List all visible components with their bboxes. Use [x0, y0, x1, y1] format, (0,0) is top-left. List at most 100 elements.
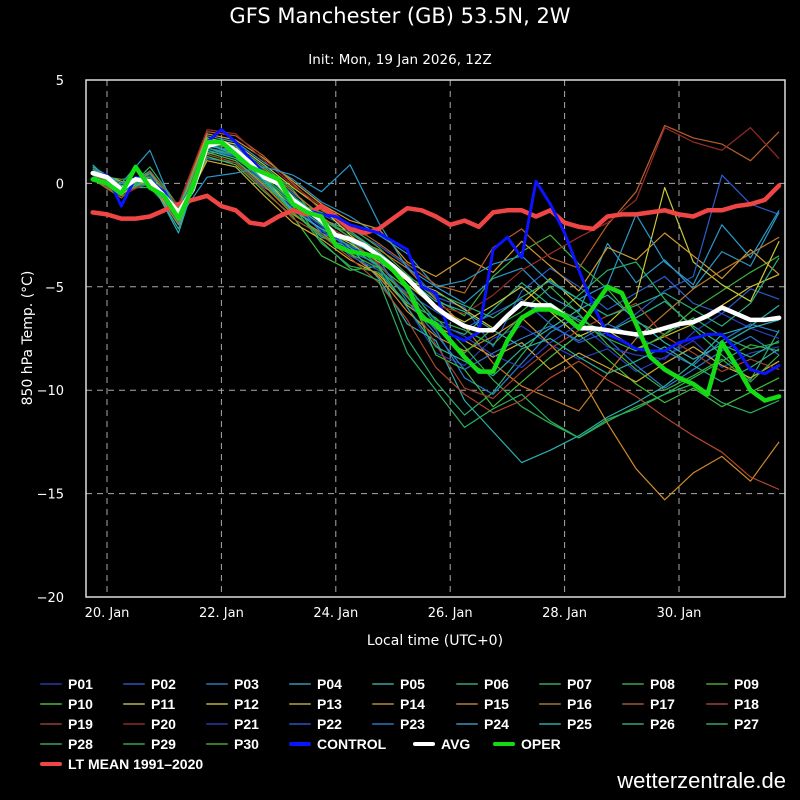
legend-item: CONTROL — [289, 735, 386, 753]
legend-item: P28 — [40, 735, 93, 753]
legend-label: P12 — [234, 696, 259, 712]
y-tick-label: −20 — [37, 591, 64, 606]
legend-swatch — [539, 723, 561, 725]
y-tick-label: 0 — [56, 177, 64, 192]
legend-swatch — [123, 703, 145, 705]
legend-item: OPER — [493, 735, 561, 753]
legend-label: P17 — [650, 696, 675, 712]
legend-item: P06 — [456, 675, 509, 693]
legend-label: P28 — [68, 736, 93, 752]
legend-item: P02 — [123, 675, 176, 693]
legend-swatch — [622, 703, 644, 705]
legend-swatch — [289, 703, 311, 705]
legend-label: P01 — [68, 676, 93, 692]
legend-label: P13 — [317, 696, 342, 712]
legend-item: P14 — [372, 695, 425, 713]
series-p18 — [92, 153, 780, 491]
legend-item: P29 — [123, 735, 176, 753]
legend-item: P11 — [123, 695, 175, 713]
legend-item: P20 — [123, 715, 176, 733]
legend-label: CONTROL — [317, 736, 387, 752]
legend-item: P12 — [206, 695, 259, 713]
legend-label: P09 — [734, 676, 759, 692]
legend-item: P10 — [40, 695, 93, 713]
legend-item: P23 — [372, 715, 425, 733]
legend-swatch — [289, 742, 311, 746]
legend-item: P30 — [206, 735, 259, 753]
x-tick-label: 30. Jan — [657, 606, 702, 621]
chart-title: GFS Manchester (GB) 53.5N, 2W — [229, 4, 571, 28]
legend-item: P08 — [622, 675, 675, 693]
legend-label: P02 — [151, 676, 176, 692]
legend-label: P04 — [317, 676, 342, 692]
legend-label: P08 — [650, 676, 675, 692]
y-tick-label: 5 — [56, 74, 64, 89]
legend-item: P25 — [539, 715, 592, 733]
legend-label: LT MEAN 1991–2020 — [68, 756, 204, 772]
legend-item: P18 — [706, 695, 759, 713]
legend-swatch — [622, 683, 644, 685]
legend-item: P19 — [40, 715, 93, 733]
legend-swatch — [40, 762, 62, 766]
legend-label: P24 — [484, 716, 509, 732]
legend-label: P23 — [400, 716, 425, 732]
legend-swatch — [206, 723, 228, 725]
legend-swatch — [539, 683, 561, 685]
series-p27 — [92, 139, 780, 327]
legend-label: AVG — [441, 736, 471, 752]
legend-swatch — [123, 683, 145, 685]
legend-label: P14 — [400, 696, 425, 712]
legend-swatch — [622, 723, 644, 725]
series-p10 — [92, 155, 780, 408]
series-p24 — [92, 149, 780, 300]
legend-label: P18 — [734, 696, 759, 712]
legend-swatch — [40, 703, 62, 705]
legend-item: P09 — [706, 675, 759, 693]
plot-frame — [85, 79, 786, 598]
legend-item: P27 — [706, 715, 759, 733]
legend-label: P20 — [151, 716, 176, 732]
legend-item: P22 — [289, 715, 342, 733]
series-p03 — [92, 158, 780, 395]
series-oper — [90, 139, 782, 403]
series-lt-mean-1991-2020 — [90, 183, 782, 236]
legend-label: P07 — [567, 676, 592, 692]
x-tick-label: 28. Jan — [542, 606, 587, 621]
legend-item: P05 — [372, 675, 425, 693]
legend-item: LT MEAN 1991–2020 — [40, 755, 203, 773]
legend-item: P15 — [456, 695, 509, 713]
legend-label: P30 — [234, 736, 259, 752]
grid — [86, 80, 785, 597]
legend-swatch — [123, 743, 145, 745]
legend-label: P22 — [317, 716, 342, 732]
legend-swatch — [372, 723, 394, 725]
legend-label: P29 — [151, 736, 176, 752]
legend-label: P03 — [234, 676, 259, 692]
legend-swatch — [539, 703, 561, 705]
main-series — [90, 128, 782, 403]
legend-label: P26 — [650, 716, 675, 732]
legend-label: OPER — [521, 736, 561, 752]
legend-label: P05 — [400, 676, 425, 692]
legend-item: P17 — [622, 695, 675, 713]
legend-swatch — [456, 683, 478, 685]
legend-swatch — [372, 683, 394, 685]
legend-label: P15 — [484, 696, 509, 712]
legend-swatch — [40, 723, 62, 725]
legend-swatch — [123, 723, 145, 725]
y-tick-label: −10 — [37, 384, 64, 399]
legend-swatch — [372, 703, 394, 705]
x-tick-label: 20. Jan — [85, 606, 130, 621]
legend-label: P19 — [68, 716, 93, 732]
legend-swatch — [40, 683, 62, 685]
legend-item: P01 — [40, 675, 93, 693]
legend-item: AVG — [413, 735, 470, 753]
legend-item: P24 — [456, 715, 509, 733]
y-axis-label: 850 hPa Temp. (°C) — [20, 271, 36, 406]
legend-swatch — [493, 742, 515, 746]
legend-swatch — [706, 723, 728, 725]
legend-label: P16 — [567, 696, 592, 712]
legend-label: P11 — [151, 696, 176, 712]
series-p17 — [92, 124, 780, 294]
